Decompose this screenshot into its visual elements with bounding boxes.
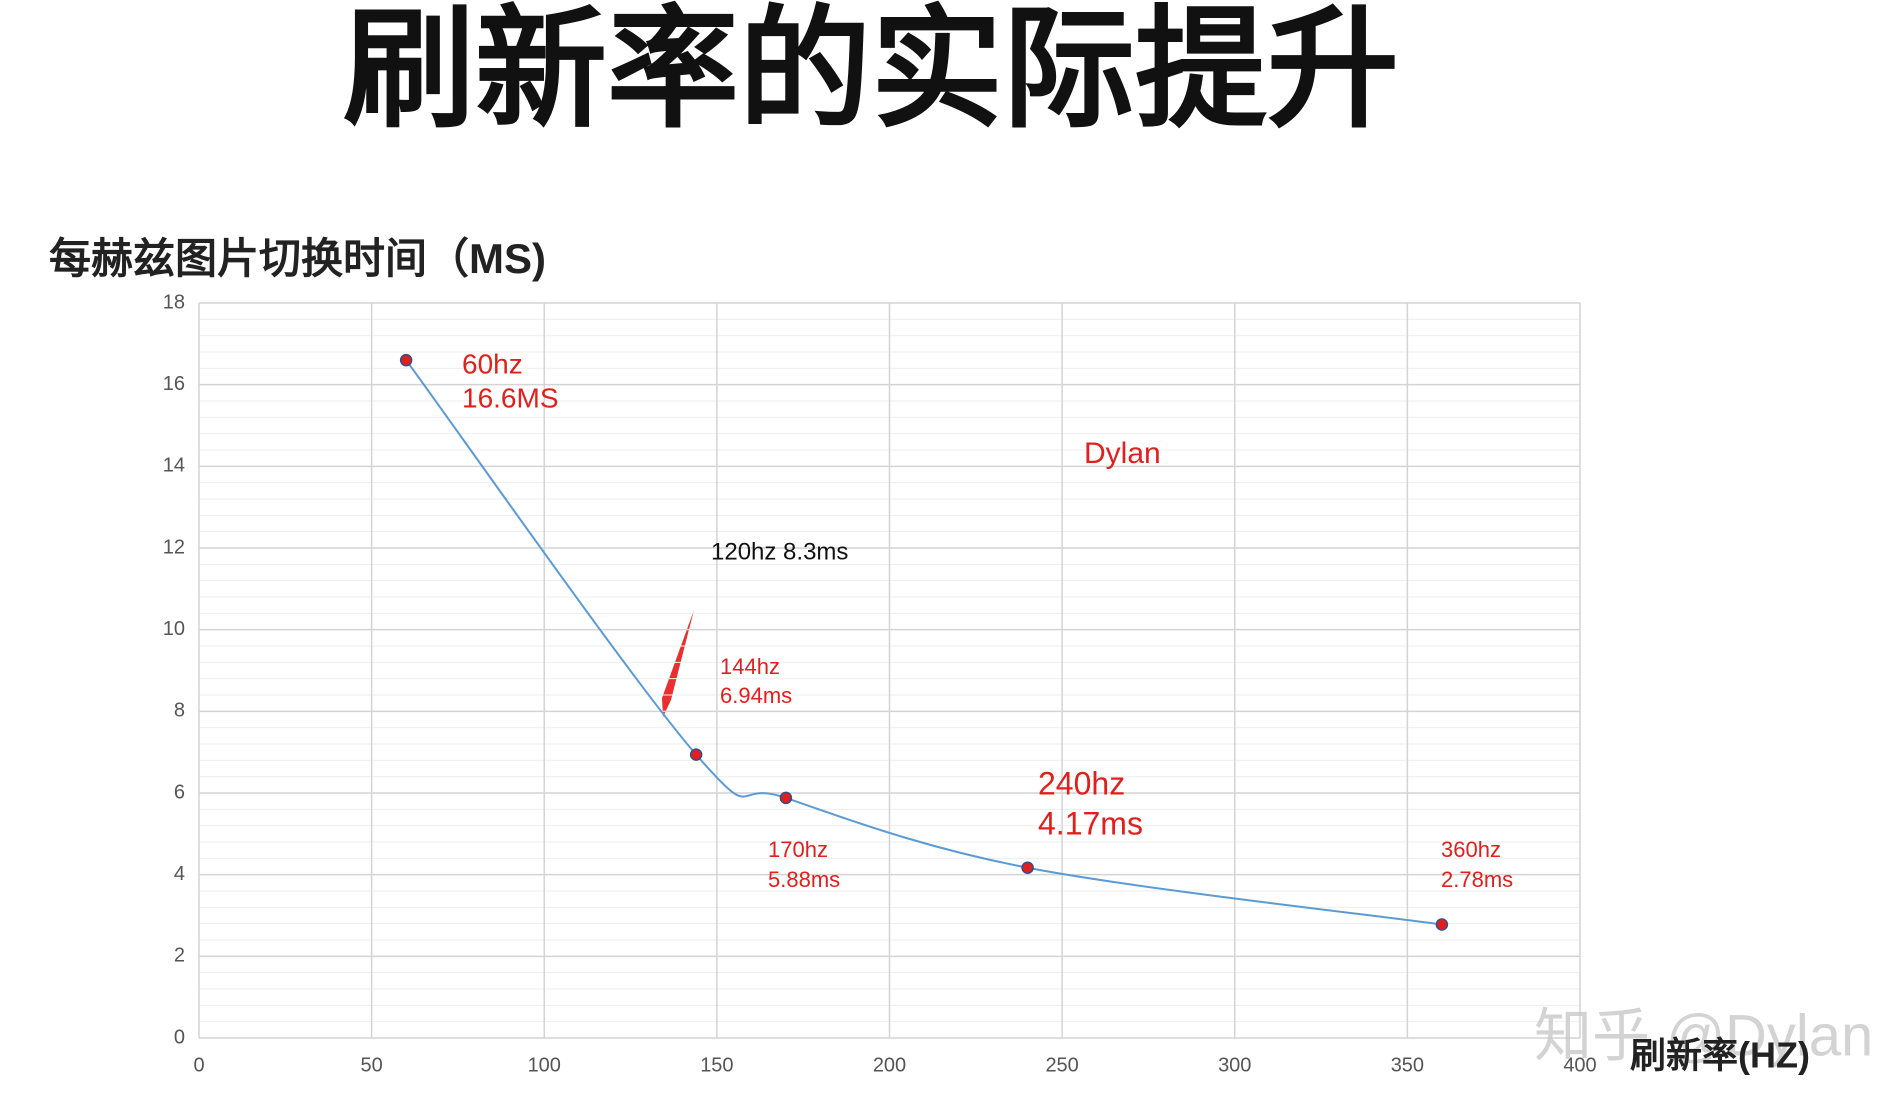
y-tick-label: 14	[163, 455, 185, 477]
point	[399, 353, 413, 367]
x-tick-label: 0	[193, 1054, 204, 1076]
annotation: 16.6MS	[462, 382, 559, 413]
point	[1021, 861, 1034, 874]
y-tick-label: 4	[174, 863, 185, 885]
annotation: 60hz	[462, 348, 523, 379]
annotation: 5.88ms	[768, 867, 840, 892]
annotation: 360hz	[1441, 837, 1501, 862]
x-tick-label: 200	[873, 1054, 906, 1076]
x-tick-label: 150	[700, 1054, 733, 1076]
annotation: Dylan	[1084, 437, 1161, 470]
x-tick-label: 250	[1045, 1054, 1078, 1076]
x-tick-label: 300	[1218, 1054, 1251, 1076]
y-tick-label: 18	[163, 291, 185, 313]
y-axis-label: 每赫兹图片切换时间（MS)	[49, 235, 546, 282]
point	[689, 748, 703, 761]
x-tick-label: 400	[1563, 1054, 1596, 1076]
y-tick-label: 2	[174, 945, 185, 967]
arrow	[662, 610, 694, 717]
y-tick-label: 16	[163, 373, 185, 395]
y-tick-label: 8	[174, 700, 185, 722]
y-tick-label: 0	[174, 1026, 185, 1048]
point	[1435, 918, 1449, 931]
y-tick-label: 6	[174, 781, 185, 803]
line	[405, 359, 1443, 926]
x-axis-label: 刷新率(HZ)	[1630, 1035, 1810, 1076]
annotation: 240hz	[1038, 765, 1125, 801]
watermark: 知乎 @Dylan	[1534, 1003, 1873, 1068]
annotation: 144hz	[720, 654, 780, 679]
annotation: 4.17ms	[1038, 805, 1143, 841]
annotation: 170hz	[768, 837, 828, 862]
x-tick-label: 350	[1391, 1054, 1424, 1076]
y-tick-label: 12	[163, 536, 185, 558]
chart-title: 刷新率的实际提升	[343, 0, 1399, 143]
point	[779, 791, 793, 805]
x-tick-label: 50	[361, 1054, 383, 1076]
x-tick-label: 100	[528, 1054, 561, 1076]
y-tick-label: 10	[163, 618, 185, 640]
annotation: 120hz 8.3ms	[711, 538, 848, 565]
annotation: 2.78ms	[1441, 867, 1513, 892]
annotation: 6.94ms	[720, 683, 792, 708]
